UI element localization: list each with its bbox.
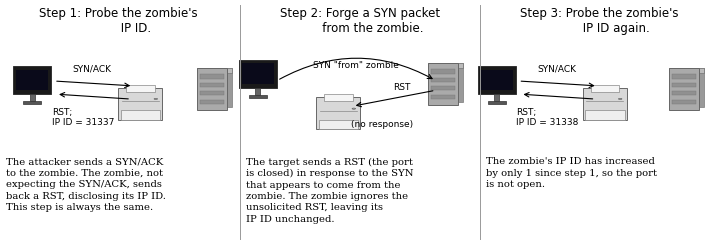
- Bar: [431, 86, 455, 91]
- Circle shape: [352, 108, 356, 109]
- Bar: [228, 68, 233, 107]
- Bar: [431, 95, 455, 99]
- Bar: [582, 88, 627, 120]
- Bar: [324, 94, 353, 102]
- Text: (no response): (no response): [351, 120, 413, 129]
- Bar: [197, 68, 228, 110]
- Bar: [23, 102, 42, 104]
- Bar: [118, 88, 163, 120]
- Circle shape: [154, 98, 158, 100]
- Circle shape: [618, 98, 622, 100]
- Bar: [495, 94, 499, 102]
- Bar: [249, 95, 266, 98]
- Bar: [200, 100, 225, 104]
- Bar: [428, 63, 463, 68]
- Text: Step 1: Probe the zombie's
         IP ID.: Step 1: Probe the zombie's IP ID.: [40, 7, 198, 35]
- Text: Step 3: Probe the zombie's
         IP ID again.: Step 3: Probe the zombie's IP ID again.: [520, 7, 678, 35]
- Bar: [200, 91, 225, 95]
- Bar: [488, 102, 505, 104]
- Bar: [200, 74, 225, 79]
- Bar: [699, 68, 704, 107]
- Bar: [126, 84, 155, 92]
- Bar: [431, 78, 455, 82]
- Text: RST: RST: [393, 82, 410, 92]
- Bar: [256, 88, 260, 95]
- Bar: [242, 63, 274, 84]
- Bar: [672, 74, 696, 79]
- Bar: [239, 60, 276, 88]
- Text: RST;
IP ID = 31338: RST; IP ID = 31338: [516, 108, 579, 127]
- Bar: [197, 68, 233, 73]
- Bar: [672, 100, 696, 104]
- Bar: [669, 68, 704, 73]
- Bar: [200, 83, 225, 87]
- Text: SYN "from" zombie: SYN "from" zombie: [313, 61, 400, 70]
- Bar: [428, 63, 458, 105]
- Bar: [17, 70, 48, 90]
- Bar: [431, 70, 455, 74]
- Bar: [478, 66, 516, 94]
- Text: SYN/ACK: SYN/ACK: [73, 65, 112, 74]
- Text: SYN/ACK: SYN/ACK: [537, 65, 576, 74]
- Bar: [672, 91, 696, 95]
- Bar: [481, 70, 513, 90]
- Bar: [590, 84, 619, 92]
- Bar: [121, 110, 161, 120]
- Bar: [30, 94, 35, 102]
- Text: The attacker sends a SYN/ACK
to the zombie. The zombie, not
expecting the SYN/AC: The attacker sends a SYN/ACK to the zomb…: [6, 157, 166, 212]
- Text: The target sends a RST (the port
is closed) in response to the SYN
that appears : The target sends a RST (the port is clos…: [246, 157, 414, 224]
- Text: The zombie's IP ID has increased
by only 1 since step 1, so the port
is not open: The zombie's IP ID has increased by only…: [486, 157, 657, 189]
- Text: Step 2: Forge a SYN packet
       from the zombie.: Step 2: Forge a SYN packet from the zomb…: [280, 7, 440, 35]
- Bar: [672, 83, 696, 87]
- Bar: [316, 97, 361, 130]
- Bar: [14, 66, 51, 94]
- Bar: [585, 110, 625, 120]
- Bar: [458, 63, 463, 102]
- Bar: [318, 120, 358, 130]
- Bar: [669, 68, 699, 110]
- Text: RST;
IP ID = 31337: RST; IP ID = 31337: [52, 108, 114, 127]
